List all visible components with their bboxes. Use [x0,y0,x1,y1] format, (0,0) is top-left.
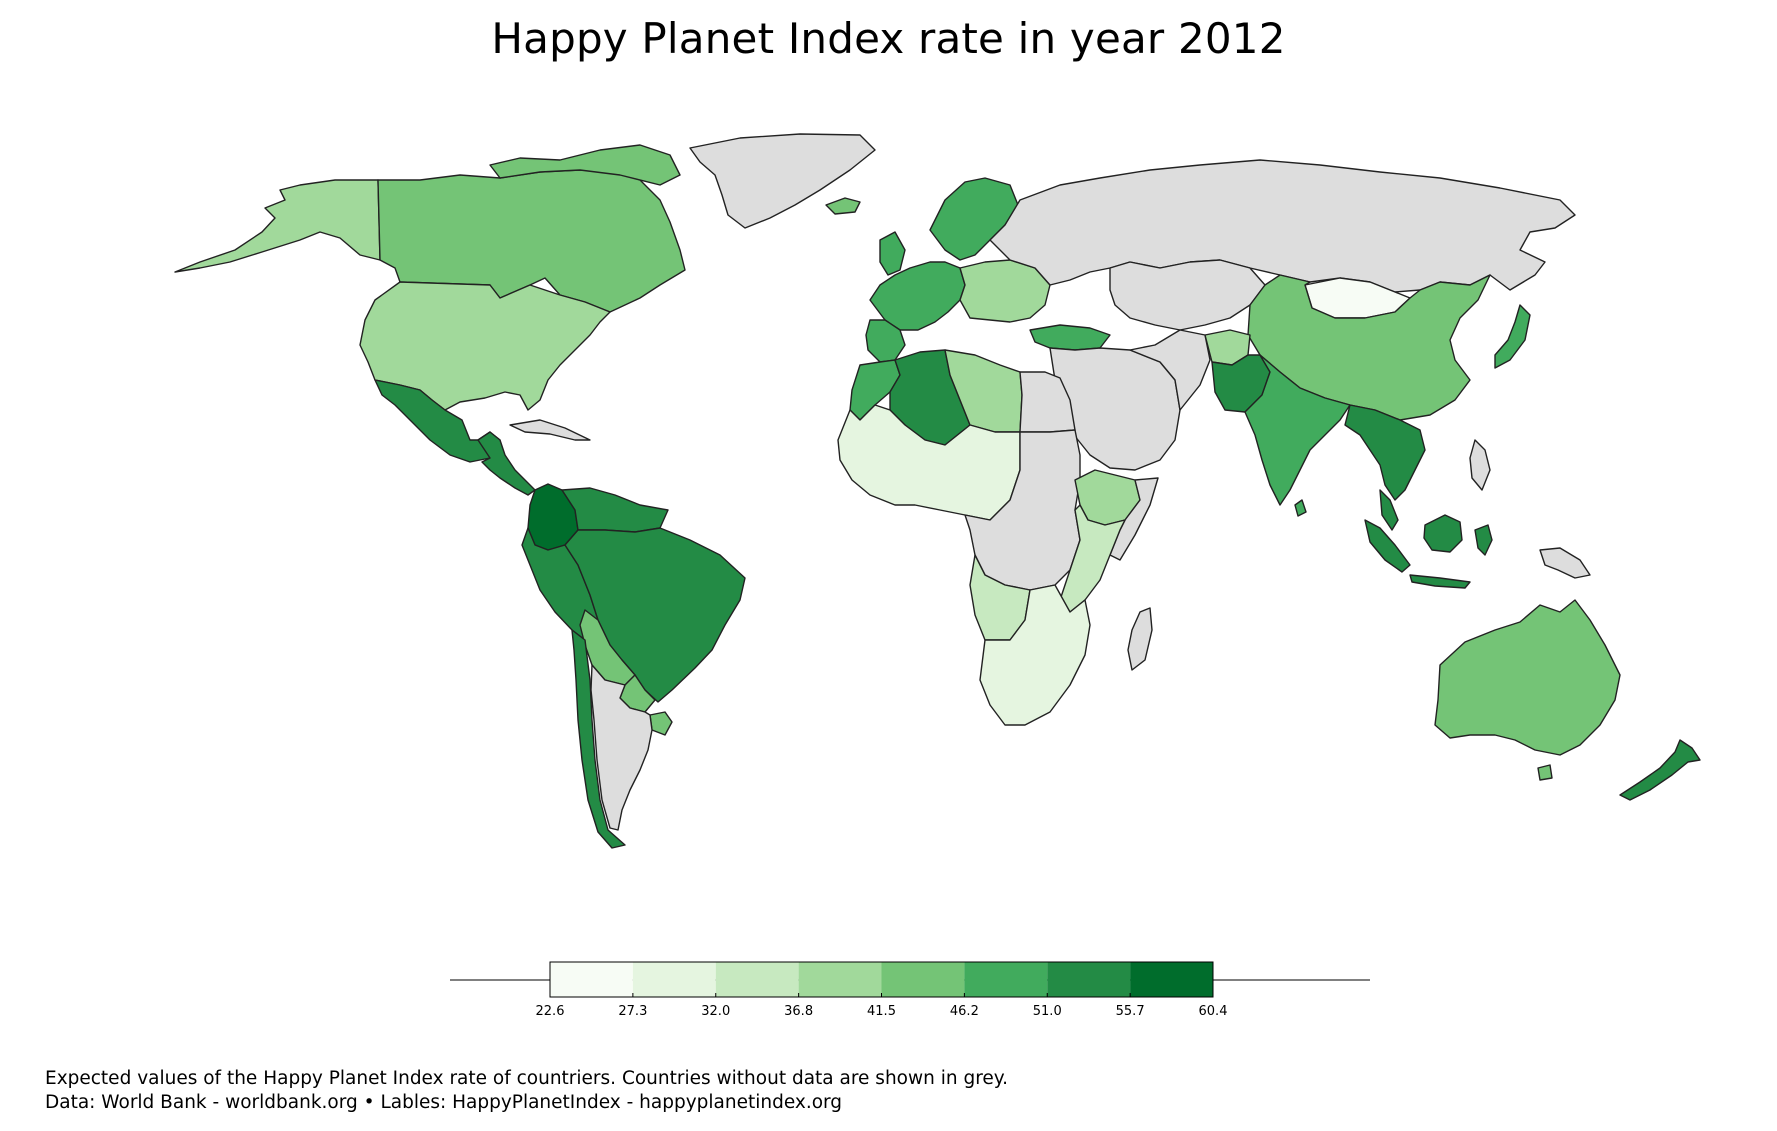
region-southern-africa [979,584,1091,726]
region-india [1244,354,1351,506]
region-kazakhstan [1109,259,1266,331]
colorbar-tick-label: 27.3 [618,1004,647,1019]
region-indonesia-java [1409,574,1471,589]
region-indonesia-borneo [1423,514,1463,553]
colorbar-tick-label: 36.8 [784,1004,813,1019]
colorbar-swatch [715,962,799,997]
caption: Expected values of the Happy Planet Inde… [45,1067,1008,1115]
region-southeast-asia [1344,404,1426,501]
caption-source: Data: World Bank - worldbank.org • Lable… [45,1092,843,1113]
colorbar-tick-label: 51.0 [1033,1004,1062,1019]
region-brazil [564,527,746,703]
colorbar-tick-label: 41.5 [867,1004,896,1019]
region-sri-lanka [1294,499,1307,517]
region-new-zealand [1619,739,1701,801]
colorbar-swatch [1047,962,1131,997]
region-caribbean [509,419,591,441]
region-madagascar [1127,607,1153,671]
region-iceland [825,197,861,215]
region-alaska [174,179,381,273]
region-uk [879,231,906,276]
region-malaysia [1379,489,1399,531]
region-canada-islands [489,144,681,186]
colorbar-tick-label: 32.0 [701,1004,730,1019]
caption-description: Expected values of the Happy Planet Inde… [45,1068,1008,1089]
region-iran [1129,329,1211,411]
region-central-america [477,431,536,496]
colorbar-tick-label: 46.2 [950,1004,979,1019]
colorbar-swatch [964,962,1048,997]
region-morocco [849,359,901,421]
region-japan [1494,304,1531,369]
region-argentina [590,664,653,831]
colorbar-tick-label: 60.4 [1199,1004,1228,1019]
colorbar-swatch [881,962,965,997]
region-chile [571,629,626,849]
region-tasmania [1537,764,1553,781]
colorbar-tick-label: 55.7 [1116,1004,1145,1019]
region-png [1539,547,1591,579]
region-indonesia-sulawesi [1474,524,1493,556]
region-greenland [689,133,876,229]
region-somalia [1109,477,1159,561]
region-philippines [1469,439,1491,491]
colorbar-swatch [1130,962,1213,997]
colorbar-swatch [798,962,882,997]
map-title: Happy Planet Index rate in year 2012 [491,14,1286,63]
colorbar-swatch [550,962,633,997]
colorbar-swatch [632,962,716,997]
colorbar-tick-label: 22.6 [536,1004,565,1019]
region-indonesia-sumatra [1364,519,1411,573]
region-united-states [359,281,611,411]
region-australia [1434,599,1621,756]
